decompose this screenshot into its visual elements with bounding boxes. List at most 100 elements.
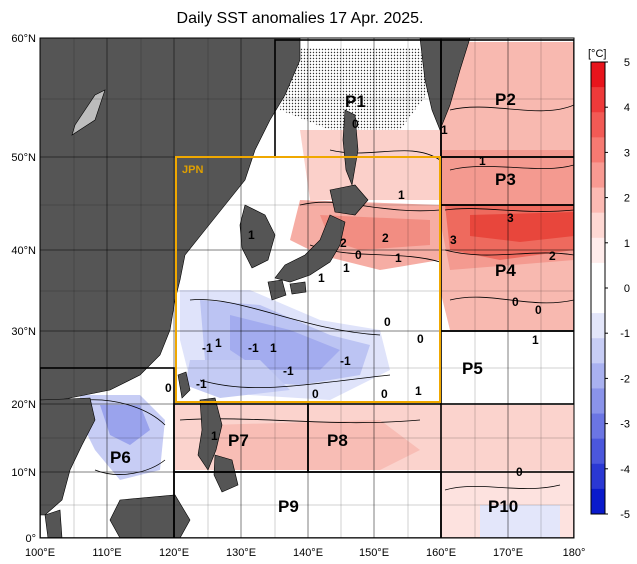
region-labels: P1 P2 P3 P4 P5 P6 P7 P8 P9 P10	[110, 90, 518, 516]
plot-frame	[39, 37, 575, 539]
colorbar-tick-label: 3	[624, 147, 630, 159]
jpn-box-label: JPN	[182, 164, 203, 176]
lon-label: 110°E	[92, 547, 121, 559]
colorbar-segment	[591, 288, 605, 314]
colorbar-unit: [°C]	[588, 48, 606, 60]
lat-label: 30°N	[11, 326, 36, 338]
contour-label: 0	[516, 465, 523, 479]
contour-label: -1	[202, 341, 213, 355]
contour-label: 1	[215, 336, 222, 350]
plot-area	[40, 38, 574, 538]
lat-label: 50°N	[11, 152, 36, 164]
contour-lines	[84, 104, 574, 491]
region-box-p10	[440, 471, 574, 538]
colorbar-segment	[591, 463, 605, 490]
colorbar-segment	[591, 237, 605, 264]
contour-label: 1	[532, 333, 539, 347]
lon-label: 140°E	[293, 547, 323, 559]
contour-label: 0	[512, 295, 519, 309]
lon-label: 130°E	[226, 547, 256, 559]
contour-label: 0	[352, 117, 359, 131]
land-masses	[40, 38, 471, 538]
region-label-p2: P2	[495, 90, 516, 109]
contour-value-labels: 0 1 1 3 3 2 2 2 1 1 0 1 1 1 0 0 1 0 0 -1…	[165, 117, 556, 479]
contour-label: 2	[549, 249, 556, 263]
contour-label: 3	[507, 211, 514, 225]
colorbar: [°C] 5 4 3 2 1 0 -1 -2 -3 -4 -5	[588, 48, 630, 521]
contour-label: 0	[417, 332, 424, 346]
map-title: Daily SST anomalies 17 Apr. 2025.	[176, 10, 424, 27]
lon-label: 100°E	[25, 547, 55, 559]
lat-label: 10°N	[11, 467, 36, 479]
region-label-p10: P10	[488, 497, 518, 516]
contour-label: 1	[343, 261, 350, 275]
contour-label: 1	[395, 251, 402, 265]
contour-label: 1	[398, 188, 405, 202]
contour-label: 0	[355, 248, 362, 262]
colorbar-segment	[591, 87, 605, 113]
latitude-labels: 60°N 50°N 40°N 30°N 20°N 10°N 0°	[11, 33, 36, 545]
colorbar-segment	[591, 363, 605, 389]
colorbar-segment	[591, 162, 605, 189]
contour-label: 2	[340, 236, 347, 250]
contour-label: 2	[382, 231, 389, 245]
contour-label: 3	[450, 233, 457, 247]
lon-label: 160°E	[426, 547, 456, 559]
contour-label: 0	[535, 303, 542, 317]
region-label-p9: P9	[278, 497, 299, 516]
colorbar-tick-label: -2	[620, 373, 630, 385]
colorbar-tick-label: 1	[624, 238, 630, 250]
contour-label: 1	[248, 228, 255, 242]
lat-label: 60°N	[11, 33, 36, 45]
contour-label: 1	[479, 154, 486, 168]
contour-label: 1	[415, 384, 422, 398]
colorbar-segment	[591, 388, 605, 415]
colorbar-segment	[591, 137, 605, 163]
colorbar-segment	[591, 313, 605, 339]
colorbar-ticks: 5 4 3 2 1 0 -1 -2 -3 -4 -5	[605, 57, 630, 521]
colorbar-tick-label: -4	[620, 464, 630, 476]
colorbar-segment	[591, 488, 605, 515]
colorbar-tick-label: 5	[624, 57, 630, 69]
contour-label: 0	[381, 387, 388, 401]
contour-label: 1	[270, 341, 277, 355]
region-label-p3: P3	[495, 170, 516, 189]
colorbar-tick-label: -1	[620, 328, 630, 340]
region-label-p4: P4	[495, 261, 516, 280]
colorbar-tick-label: -5	[620, 509, 630, 521]
lat-label: 0°	[25, 533, 36, 545]
colorbar-segments	[591, 62, 605, 515]
contour-label: -1	[196, 377, 207, 391]
jpn-box	[175, 156, 441, 403]
colorbar-tick-label: 4	[624, 102, 630, 114]
region-label-p8: P8	[327, 431, 348, 450]
longitude-labels: 100°E 110°E 120°E 130°E 140°E 150°E 160°…	[25, 547, 585, 559]
contour-label: -1	[283, 364, 294, 378]
region-label-p6: P6	[110, 448, 131, 467]
contour-label: 0	[312, 387, 319, 401]
colorbar-segment	[591, 338, 605, 364]
colorbar-segment	[591, 438, 605, 465]
colorbar-segment	[591, 187, 605, 214]
colorbar-segment	[591, 62, 605, 88]
contour-label: 0	[384, 315, 391, 329]
region-label-p5: P5	[462, 359, 483, 378]
colorbar-segment	[591, 212, 605, 239]
contour-label: 1	[441, 123, 448, 137]
lon-label: 120°E	[159, 547, 189, 559]
region-label-p1: P1	[345, 92, 366, 111]
lon-label: 150°E	[359, 547, 389, 559]
colorbar-tick-label: 2	[624, 193, 630, 205]
colorbar-segment	[591, 112, 605, 138]
contour-label: 1	[318, 271, 325, 285]
contour-label: 0	[165, 381, 172, 395]
lon-label: 170°E	[493, 547, 523, 559]
lon-label: 180°	[563, 547, 586, 559]
lat-label: 40°N	[11, 245, 36, 257]
region-label-p7: P7	[228, 431, 249, 450]
contour-label: -1	[340, 354, 351, 368]
colorbar-tick-label: -3	[620, 419, 630, 431]
contour-label: 1	[211, 429, 218, 443]
lat-label: 20°N	[11, 399, 36, 411]
